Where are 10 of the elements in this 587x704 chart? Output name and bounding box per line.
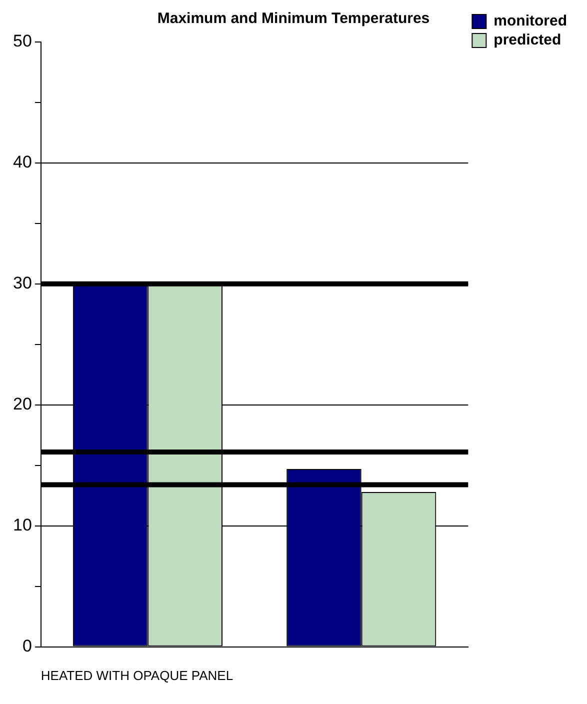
y-tick-label: 0	[22, 636, 32, 656]
x-axis-title: HEATED WITH OPAQUE PANEL	[40, 668, 234, 683]
chart-title: Maximum and Minimum Temperatures	[157, 10, 430, 28]
legend-label: predicted	[494, 32, 562, 49]
y-tick-label: 10	[12, 516, 32, 535]
legend-label: monitored	[494, 12, 568, 30]
y-tick-label: 50	[12, 32, 32, 51]
y-tick-label: 20	[12, 394, 32, 414]
y-tick-label: 30	[12, 274, 32, 293]
y-tick-label: 40	[12, 152, 32, 172]
